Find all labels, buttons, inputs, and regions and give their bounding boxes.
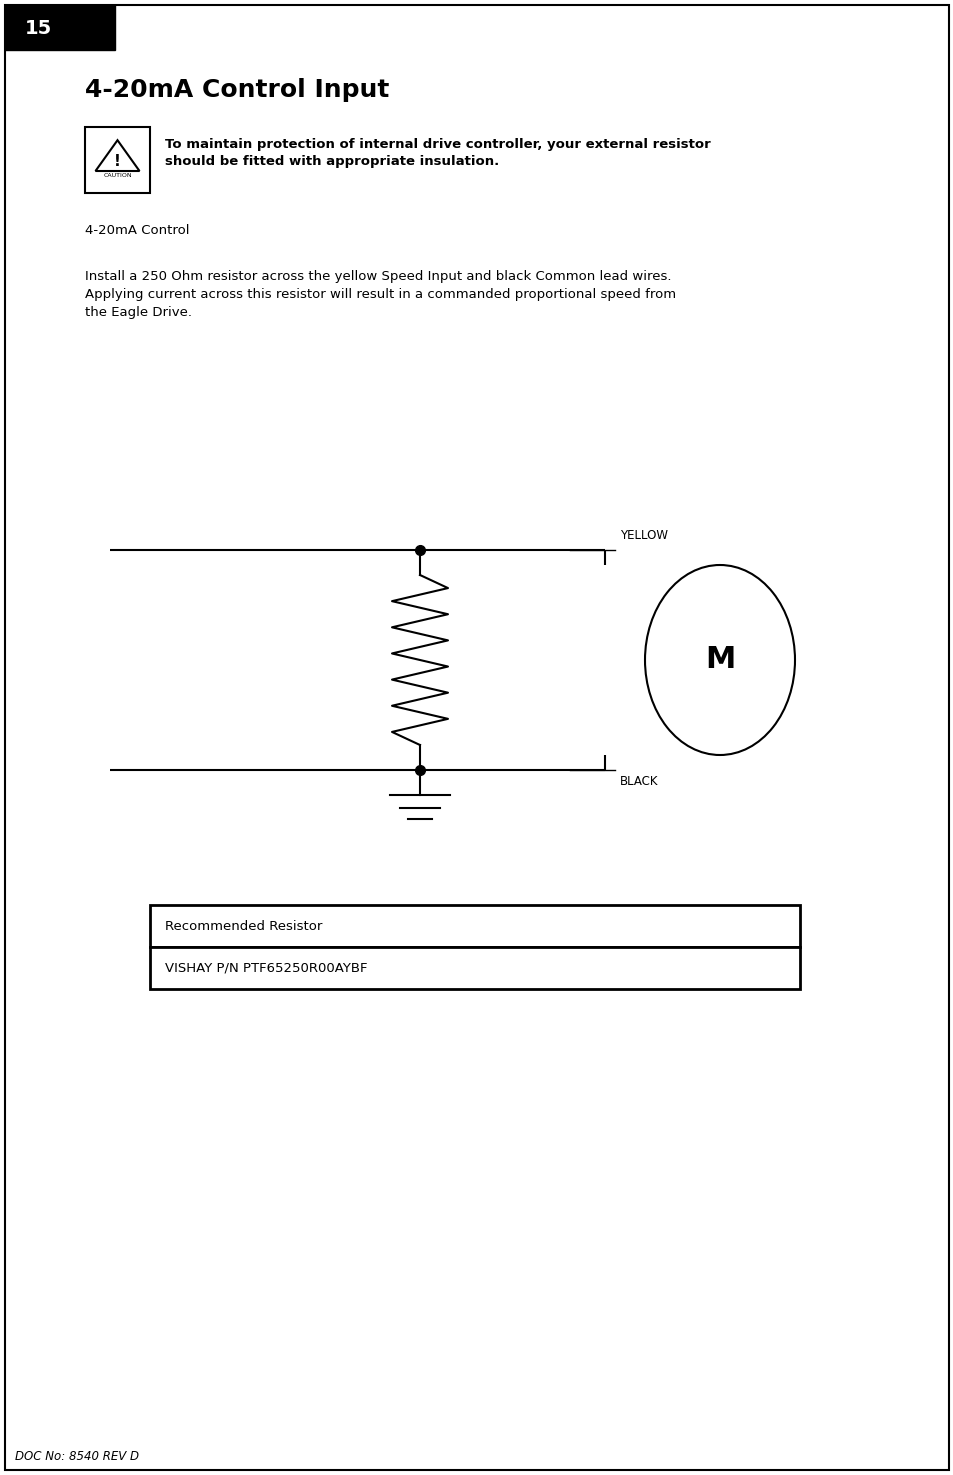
Text: 15: 15 xyxy=(25,19,51,37)
FancyBboxPatch shape xyxy=(85,127,150,193)
Text: To maintain protection of internal drive controller, your external resistor
shou: To maintain protection of internal drive… xyxy=(165,139,710,168)
Text: CAUTION: CAUTION xyxy=(103,173,132,178)
Text: Recommended Resistor: Recommended Resistor xyxy=(165,919,322,932)
Text: !: ! xyxy=(114,153,121,168)
FancyBboxPatch shape xyxy=(5,4,948,1471)
Text: Install a 250 Ohm resistor across the yellow Speed Input and black Common lead w: Install a 250 Ohm resistor across the ye… xyxy=(85,270,676,319)
Polygon shape xyxy=(95,140,139,171)
FancyBboxPatch shape xyxy=(5,4,115,50)
Text: DOC No: 8540 REV D: DOC No: 8540 REV D xyxy=(15,1450,139,1463)
FancyBboxPatch shape xyxy=(150,906,800,947)
Text: M: M xyxy=(704,646,735,674)
Text: YELLOW: YELLOW xyxy=(619,530,667,541)
Text: 4-20mA Control Input: 4-20mA Control Input xyxy=(85,78,389,102)
Ellipse shape xyxy=(644,565,794,755)
Text: 4-20mA Control: 4-20mA Control xyxy=(85,224,190,236)
Text: VISHAY P/N PTF65250R00AYBF: VISHAY P/N PTF65250R00AYBF xyxy=(165,962,367,975)
FancyBboxPatch shape xyxy=(150,947,800,990)
Text: BLACK: BLACK xyxy=(619,774,658,788)
